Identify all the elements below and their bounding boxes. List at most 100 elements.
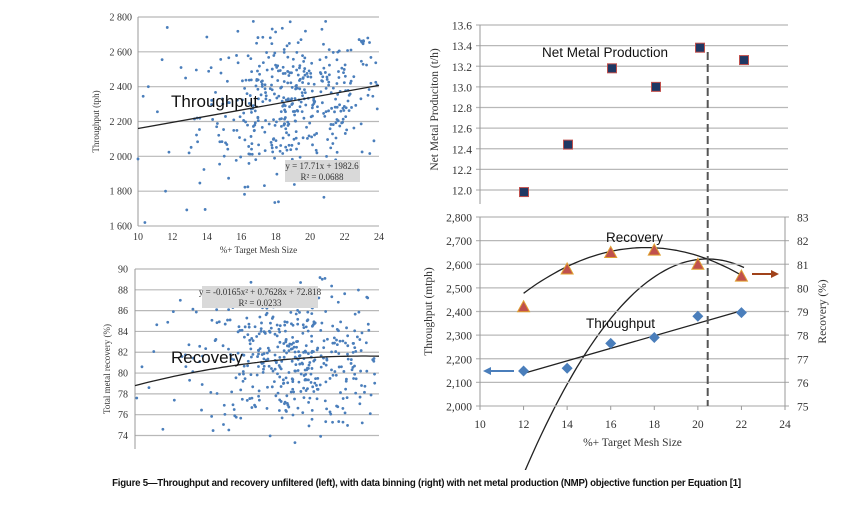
scatter-point (210, 318, 214, 322)
scatter-point (234, 376, 238, 380)
scatter-point (371, 94, 375, 98)
scatter-point (304, 325, 308, 329)
scatter-point (259, 93, 263, 97)
scatter-point (345, 377, 348, 381)
scatter-point (156, 110, 159, 114)
scatter-point (313, 100, 316, 104)
scatter-point (277, 94, 281, 98)
scatter-point (274, 394, 278, 398)
scatter-point (325, 154, 328, 158)
scatter-point (281, 72, 285, 75)
scatter-point (251, 352, 255, 356)
scatter-point (324, 420, 328, 424)
scatter-point (282, 50, 286, 54)
scatter-point (294, 363, 298, 367)
scatter-point (331, 324, 335, 328)
scatter-point (267, 122, 271, 126)
x-tick-label: 18 (271, 232, 281, 243)
y-tick-label: 1 600 (110, 222, 133, 233)
scatter-point (276, 372, 279, 376)
scatter-point (296, 369, 300, 372)
scatter-point (198, 360, 202, 364)
recovery-data-point (647, 243, 662, 256)
scatter-point (180, 355, 184, 358)
scatter-point (320, 101, 324, 105)
scatter-point (272, 54, 276, 57)
scatter-point (311, 143, 314, 147)
scatter-point (294, 136, 298, 140)
scatter-point (319, 72, 323, 76)
scatter-point (246, 54, 250, 58)
scatter-point (249, 373, 253, 377)
y-right-tick-label: 75 (797, 402, 809, 414)
scatter-point (256, 87, 260, 91)
scatter-point (303, 56, 307, 60)
scatter-point (334, 350, 338, 353)
scatter-point (310, 61, 314, 65)
scatter-point (345, 396, 349, 400)
scatter-point (250, 142, 254, 146)
y-right-tick-label: 76 (797, 378, 809, 390)
y-tick-label: 12.4 (452, 144, 472, 156)
scatter-point (344, 387, 348, 391)
scatter-point (342, 68, 346, 71)
scatter-point (253, 123, 257, 127)
scatter-point (287, 74, 291, 77)
scatter-point (270, 75, 274, 79)
scatter-point (328, 410, 332, 414)
x-tick-label: 14 (202, 232, 212, 243)
scatter-point (256, 69, 259, 73)
scatter-point (296, 406, 300, 410)
x-tick-label: 10 (474, 419, 486, 431)
scatter-point (316, 387, 320, 391)
y-tick-label: 2,200 (446, 354, 472, 366)
scatter-point (289, 81, 293, 85)
scatter-point (325, 78, 329, 81)
scatter-point (246, 185, 250, 189)
scatter-point (246, 333, 250, 337)
scatter-point (346, 49, 349, 52)
scatter-point (306, 318, 310, 322)
scatter-point (325, 75, 329, 79)
scatter-point (249, 280, 253, 284)
scatter-point (327, 83, 331, 87)
scatter-point (242, 364, 246, 368)
scatter-point (315, 397, 319, 401)
scatter-point (320, 277, 324, 281)
y-tick-label: 2 800 (110, 13, 133, 24)
scatter-point (293, 97, 297, 100)
scatter-point (275, 172, 279, 176)
scatter-point (228, 318, 232, 322)
scatter-point (189, 145, 193, 149)
scatter-point (347, 109, 351, 113)
scatter-point (200, 383, 204, 386)
scatter-point (261, 35, 265, 39)
scatter-point (293, 441, 297, 445)
scatter-point (301, 77, 305, 80)
scatter-point (330, 284, 334, 288)
y-tick-label: 2,000 (446, 402, 472, 414)
scatter-point (365, 63, 368, 67)
x-tick-label: 16 (605, 419, 617, 431)
scatter-point (301, 94, 304, 98)
scatter-point (249, 355, 253, 359)
scatter-point (336, 405, 340, 409)
scatter-point (136, 157, 140, 161)
scatter-point (236, 29, 240, 33)
scatter-point (259, 329, 263, 333)
y-right-tick-label: 82 (797, 236, 809, 248)
recovery-trendline (523, 246, 742, 294)
scatter-point (322, 346, 326, 350)
scatter-point (242, 119, 246, 122)
scatter-point (221, 344, 225, 348)
y-tick-label: 74 (118, 431, 128, 442)
scatter-point (329, 412, 333, 416)
scatter-point (344, 115, 348, 119)
scatter-point (270, 367, 273, 370)
scatter-point (141, 94, 145, 98)
scatter-point (357, 38, 361, 41)
scatter-point (318, 383, 322, 387)
scatter-point (226, 318, 229, 322)
scatter-point (275, 334, 279, 338)
scatter-point (146, 85, 150, 89)
